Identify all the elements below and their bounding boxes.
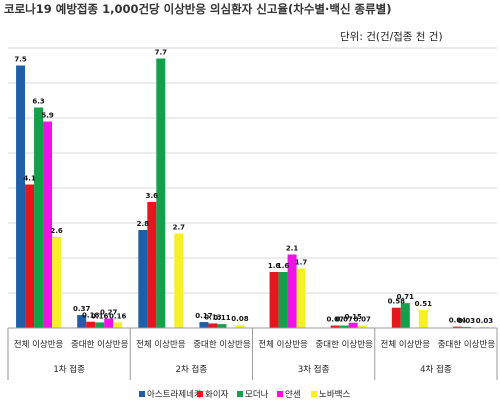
legend-label: 노바백스 <box>319 389 350 400</box>
data-label: 0.27 <box>100 309 117 317</box>
data-label: 2.8 <box>137 220 150 228</box>
bar <box>235 325 245 328</box>
data-label: 0.37 <box>73 305 90 313</box>
bar <box>452 326 462 328</box>
bar <box>208 323 218 328</box>
legend-swatch <box>277 391 283 397</box>
legend-label: 아스트라제네카 <box>147 389 202 400</box>
legend-swatch <box>237 391 243 397</box>
bar <box>16 65 26 328</box>
data-label: 0.07 <box>327 316 344 324</box>
subcategory-label: 중대한 이상반응 <box>438 339 496 350</box>
data-label: 0.15 <box>345 313 362 321</box>
bar <box>330 325 340 328</box>
bar <box>156 58 166 328</box>
data-label: 4.1 <box>23 175 36 183</box>
group-label: 2차 접종 <box>176 364 208 375</box>
data-label: 2.6 <box>50 227 63 235</box>
subcategory-label: 전체 이상반응 <box>14 339 64 350</box>
bar <box>217 324 227 328</box>
bar <box>269 272 279 328</box>
unit-note: 단위: 건(건/접종 천 건) <box>340 30 443 43</box>
data-label: 0.17 <box>195 312 212 320</box>
bar <box>400 303 410 328</box>
bar <box>461 326 471 328</box>
bar <box>34 107 44 328</box>
bar <box>296 268 306 328</box>
chart-title: 코로나19 예방접종 1,000건당 이상반응 의심환자 신고율(차수별·백신 … <box>4 2 392 16</box>
subcategory-label: 전체 이상반응 <box>258 339 308 350</box>
bar <box>95 322 105 328</box>
subcategory-label: 중대한 이상반응 <box>193 339 251 350</box>
bar <box>278 272 288 328</box>
legend-swatch <box>197 391 203 397</box>
legend: 아스트라제네카 화이자 모더나 얀센 노바백스 <box>139 389 350 400</box>
bar <box>86 321 96 328</box>
data-label: 5.9 <box>41 112 54 120</box>
data-label: 7.5 <box>14 56 27 64</box>
data-label: 0.03 <box>476 317 493 325</box>
subcategory-label: 전체 이상반응 <box>381 339 431 350</box>
subcategory-label: 중대한 이상반응 <box>71 339 129 350</box>
data-label: 1.7 <box>295 259 308 267</box>
bar <box>287 254 297 328</box>
data-label: 0.71 <box>397 293 414 301</box>
group-label: 3차 접종 <box>298 364 330 375</box>
data-label: 0.16 <box>91 312 108 320</box>
legend-label: 화이자 <box>205 389 229 400</box>
grid-layer <box>8 47 497 329</box>
bar <box>391 307 401 328</box>
bar <box>43 121 53 328</box>
bar <box>339 325 349 328</box>
bar <box>199 322 209 328</box>
bar <box>147 202 157 328</box>
data-label: 1.6 <box>268 262 281 270</box>
data-label: 0.18 <box>82 312 99 320</box>
data-label: 0.04 <box>449 317 466 325</box>
data-label: 1.6 <box>277 262 290 270</box>
data-label: 2.1 <box>286 245 299 253</box>
bar <box>348 322 358 328</box>
legend-swatch <box>139 391 145 397</box>
data-label: 0.07 <box>336 316 353 324</box>
bar <box>174 233 184 328</box>
data-label: 0.07 <box>354 316 371 324</box>
data-label: 0.03 <box>458 317 475 325</box>
group-label: 4차 접종 <box>420 364 452 375</box>
bar-layer <box>16 58 489 328</box>
data-label: 3.6 <box>146 192 159 200</box>
legend-swatch <box>311 391 317 397</box>
bar <box>77 315 87 328</box>
data-label: 0.58 <box>388 298 405 306</box>
data-label: 2.7 <box>173 224 186 232</box>
data-label: 0.13 <box>204 313 221 321</box>
bar <box>138 230 148 328</box>
label-layer: 7.54.16.35.92.60.370.180.160.270.162.83.… <box>14 49 493 325</box>
bar <box>418 310 428 328</box>
axis-layer: 전체 이상반응 중대한 이상반응 1차 접종 전체 이상반응 중대한 이상반응 2차 접종… <box>7 327 498 380</box>
group-label: 1차 접종 <box>53 364 85 375</box>
data-label: 0.51 <box>415 300 432 308</box>
bar <box>113 322 123 328</box>
data-label: 6.3 <box>32 98 45 106</box>
bar <box>357 325 367 328</box>
data-label: 7.7 <box>155 49 168 57</box>
data-label: 0.08 <box>231 315 248 323</box>
legend-label: 모더나 <box>245 390 269 400</box>
data-label: 0.11 <box>213 314 230 322</box>
bar <box>104 318 114 328</box>
data-label: 0.16 <box>109 312 126 320</box>
bar <box>479 326 489 328</box>
bar <box>52 237 62 328</box>
subcategory-label: 중대한 이상반응 <box>315 339 373 350</box>
legend-label: 얀센 <box>285 389 301 400</box>
subcategory-label: 전체 이상반응 <box>136 339 186 350</box>
bar <box>25 184 35 328</box>
